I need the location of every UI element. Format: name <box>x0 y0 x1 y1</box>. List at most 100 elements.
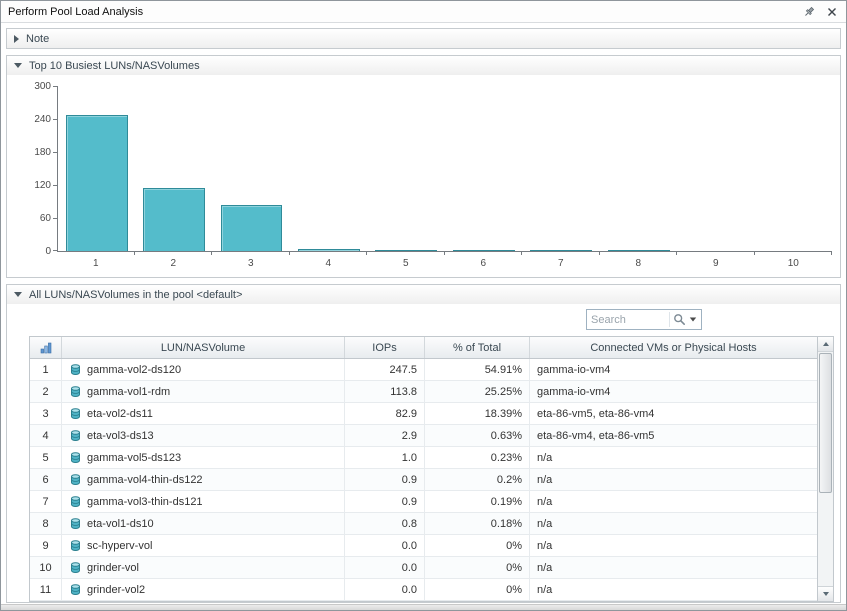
table-row[interactable]: 11 grinder-vol2 0.0 0% n/a <box>30 579 817 601</box>
search-row <box>7 304 840 330</box>
pct-cell: 0.18% <box>425 513 530 534</box>
volume-icon <box>69 385 82 398</box>
iops-value: 247.5 <box>389 363 417 376</box>
lun-name: gamma-vol1-rdm <box>87 385 171 398</box>
row-rank-cell: 4 <box>30 425 62 446</box>
table-body: 1 gamma-vol2-ds120 247.5 54.91% gamma-io… <box>30 359 817 601</box>
y-tick-label: 120 <box>34 180 51 191</box>
row-rank: 4 <box>42 429 49 442</box>
row-rank-cell: 11 <box>30 579 62 600</box>
pin-icon[interactable] <box>802 5 816 19</box>
scroll-up-button[interactable] <box>818 337 833 352</box>
table-row[interactable]: 10 grinder-vol 0.0 0% n/a <box>30 557 817 579</box>
row-rank-cell: 3 <box>30 403 62 424</box>
note-section-header[interactable]: Note <box>7 29 840 48</box>
vms-cell: n/a <box>530 513 817 534</box>
vms-value: n/a <box>537 583 553 596</box>
iops-cell: 0.9 <box>345 491 425 512</box>
lun-cell[interactable]: gamma-vol5-ds123 <box>62 447 345 468</box>
lun-cell[interactable]: eta-vol1-ds10 <box>62 513 345 534</box>
chart-y-axis: 300 240 180 120 60 0 <box>21 82 57 257</box>
table-scrollbar[interactable] <box>818 336 834 602</box>
chart-x-ticks <box>57 252 832 255</box>
table-row[interactable]: 4 eta-vol3-ds13 2.9 0.63% eta-86-vm4, et… <box>30 425 817 447</box>
table-row[interactable]: 2 gamma-vol1-rdm 113.8 25.25% gamma-io-v… <box>30 381 817 403</box>
scrollbar-track[interactable] <box>818 352 833 586</box>
chart-bar[interactable] <box>375 250 438 251</box>
search-icon[interactable] <box>673 313 686 326</box>
search-input[interactable] <box>591 313 666 326</box>
vms-value: n/a <box>537 517 553 530</box>
x-tick-label: 4 <box>325 258 332 269</box>
iops-column-header[interactable]: IOPs <box>345 337 425 358</box>
chart-bar[interactable] <box>530 250 593 251</box>
table-row[interactable]: 1 gamma-vol2-ds120 247.5 54.91% gamma-io… <box>30 359 817 381</box>
table-row[interactable]: 9 sc-hyperv-vol 0.0 0% n/a <box>30 535 817 557</box>
iops-cell: 247.5 <box>345 359 425 380</box>
title-bar: Perform Pool Load Analysis <box>1 1 846 23</box>
iops-value: 0.0 <box>401 561 417 574</box>
bar-slot <box>522 87 599 251</box>
lun-cell[interactable]: sc-hyperv-vol <box>62 535 345 556</box>
chart-bar[interactable] <box>143 188 206 251</box>
pct-cell: 0% <box>425 557 530 578</box>
chart-bar[interactable] <box>607 250 670 251</box>
volume-icon <box>69 451 82 464</box>
row-rank-cell: 7 <box>30 491 62 512</box>
vms-value: eta-86-vm4, eta-86-vm5 <box>537 429 655 442</box>
scrollbar-thumb[interactable] <box>819 353 832 494</box>
pct-cell: 0.63% <box>425 425 530 446</box>
x-tick-mark <box>290 252 367 255</box>
all-luns-section-header[interactable]: All LUNs/NASVolumes in the pool <default… <box>7 285 840 304</box>
bar-slot <box>368 87 445 251</box>
lun-column-header[interactable]: LUN/NASVolume <box>62 337 345 358</box>
chart-bar[interactable] <box>65 115 128 251</box>
rank-column-header[interactable] <box>30 337 62 358</box>
chart-bar[interactable] <box>297 249 360 251</box>
pct-cell: 0% <box>425 579 530 600</box>
lun-cell[interactable]: gamma-vol4-thin-ds122 <box>62 469 345 490</box>
row-rank-cell: 1 <box>30 359 62 380</box>
chart-x-labels: 1 2 3 4 5 6 7 8 9 10 <box>57 255 832 269</box>
chart-bar[interactable] <box>452 250 515 251</box>
row-rank: 6 <box>42 473 49 486</box>
iops-value: 0.0 <box>401 583 417 596</box>
iops-value: 0.9 <box>401 495 417 508</box>
pct-cell: 54.91% <box>425 359 530 380</box>
vms-cell: eta-86-vm5, eta-86-vm4 <box>530 403 817 424</box>
search-box[interactable] <box>586 309 702 330</box>
lun-cell[interactable]: gamma-vol3-thin-ds121 <box>62 491 345 512</box>
chart-bar[interactable] <box>220 205 283 251</box>
vms-cell: gamma-io-vm4 <box>530 359 817 380</box>
iops-value: 82.9 <box>395 407 417 420</box>
lun-cell[interactable]: grinder-vol <box>62 557 345 578</box>
x-tick-label: 10 <box>787 258 799 269</box>
table-row[interactable]: 5 gamma-vol5-ds123 1.0 0.23% n/a <box>30 447 817 469</box>
window-bottom-edge <box>1 604 846 610</box>
pct-cell: 0.2% <box>425 469 530 490</box>
x-tick-label: 5 <box>402 258 409 269</box>
table-row[interactable]: 6 gamma-vol4-thin-ds122 0.9 0.2% n/a <box>30 469 817 491</box>
vms-value: eta-86-vm5, eta-86-vm4 <box>537 407 655 420</box>
lun-cell[interactable]: eta-vol2-ds11 <box>62 403 345 424</box>
lun-name: gamma-vol2-ds120 <box>87 363 182 376</box>
scroll-down-button[interactable] <box>818 586 833 601</box>
table-row[interactable]: 8 eta-vol1-ds10 0.8 0.18% n/a <box>30 513 817 535</box>
pct-column-header[interactable]: % of Total <box>425 337 530 358</box>
window-title: Perform Pool Load Analysis <box>8 5 144 18</box>
lun-cell[interactable]: gamma-vol1-rdm <box>62 381 345 402</box>
top10-section-header[interactable]: Top 10 Busiest LUNs/NASVolumes <box>7 56 840 75</box>
scroll-down-arrow-icon <box>822 592 829 596</box>
close-icon[interactable] <box>825 5 839 19</box>
lun-cell[interactable]: eta-vol3-ds13 <box>62 425 345 446</box>
lun-cell[interactable]: gamma-vol2-ds120 <box>62 359 345 380</box>
vms-column-header[interactable]: Connected VMs or Physical Hosts <box>590 341 757 354</box>
lun-cell[interactable]: grinder-vol2 <box>62 579 345 600</box>
table-row[interactable]: 3 eta-vol2-ds11 82.9 18.39% eta-86-vm5, … <box>30 403 817 425</box>
search-dropdown-icon[interactable] <box>689 317 697 322</box>
row-rank-cell: 9 <box>30 535 62 556</box>
pct-value: 0% <box>506 539 522 552</box>
table-row[interactable]: 7 gamma-vol3-thin-ds121 0.9 0.19% n/a <box>30 491 817 513</box>
volume-icon <box>69 363 82 376</box>
